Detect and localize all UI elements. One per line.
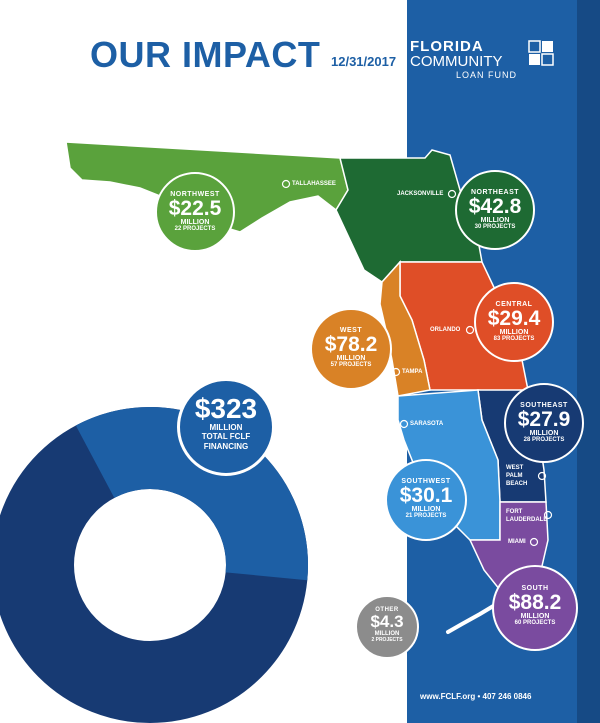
region-projects: 22 PROJECTS bbox=[174, 226, 216, 232]
city-dot-west-palm-beach bbox=[537, 471, 547, 481]
region-unit: MILLION bbox=[374, 631, 400, 637]
city-label-tampa: TAMPA bbox=[402, 369, 423, 375]
region-amount: $22.5 bbox=[168, 197, 222, 220]
projects-unit: MILLION bbox=[138, 578, 172, 587]
region-name: CENTRAL bbox=[495, 301, 533, 308]
region-projects: 57 PROJECTS bbox=[330, 362, 372, 368]
donut-arc-fclf bbox=[0, 407, 308, 723]
fclf-label-2: FINANCING bbox=[203, 442, 249, 451]
region-badge-southwest: SOUTHWEST $30.1 MILLION 21 PROJECTS bbox=[385, 459, 467, 541]
region-name: WEST bbox=[339, 327, 363, 334]
fclf-amount: $323 bbox=[194, 393, 258, 424]
region-badge-northwest: NORTHWEST $22.5 MILLION 22 PROJECTS bbox=[155, 172, 235, 252]
region-amount: $27.9 bbox=[517, 408, 571, 431]
region-badge-west: WEST $78.2 MILLION 57 PROJECTS bbox=[310, 308, 392, 390]
city-dot-miami bbox=[529, 537, 539, 547]
region-amount: $88.2 bbox=[508, 591, 562, 614]
region-projects: 83 PROJECTS bbox=[493, 336, 535, 342]
region-badge-central: CENTRAL $29.4 MILLION 83 PROJECTS bbox=[474, 282, 554, 362]
region-amount: $29.4 bbox=[487, 307, 541, 330]
fclf-unit: MILLION bbox=[209, 423, 243, 432]
city-dot-tallahassee bbox=[281, 179, 291, 189]
logo-line-2: COMMUNITY bbox=[410, 53, 503, 70]
city-label-tallahassee: TALLAHASSEE bbox=[292, 181, 336, 187]
region-unit: MILLION bbox=[336, 355, 366, 362]
region-amount: $42.8 bbox=[468, 195, 522, 218]
fclf-financing-badge: $323 MILLION TOTAL FCLF FINANCING bbox=[177, 378, 275, 476]
region-projects: 21 PROJECTS bbox=[405, 513, 447, 519]
region-badge-southeast: SOUTHEAST $27.9 MILLION 28 PROJECTS bbox=[504, 383, 584, 463]
report-date: 12/31/2017 bbox=[331, 54, 397, 69]
projects-label-1: INTO PROJECTS bbox=[122, 528, 188, 537]
city-label-west-palm-beach: WEST PALM BEACH bbox=[506, 465, 528, 487]
logo-line-1: FLORIDA bbox=[410, 38, 484, 55]
city-label-orlando: ORLANDO bbox=[430, 327, 461, 333]
grid-square-logo-icon bbox=[528, 40, 554, 66]
city-label-sarasota: SARASOTA bbox=[410, 421, 444, 427]
region-projects: 30 PROJECTS bbox=[474, 224, 516, 230]
region-west-shape bbox=[379, 260, 431, 397]
projects-label-2: TOTALING bbox=[134, 538, 176, 547]
city-label-fort-lauderdale: FORT LAUDERDALE bbox=[506, 509, 548, 523]
region-name: SOUTH bbox=[521, 585, 549, 592]
region-unit: MILLION bbox=[411, 506, 441, 513]
financing-donut-chart bbox=[0, 407, 308, 723]
city-dot-orlando bbox=[465, 325, 475, 335]
region-name: SOUTHWEST bbox=[401, 478, 451, 485]
projects-amount: $942 bbox=[123, 547, 187, 578]
region-amount: $4.3 bbox=[370, 612, 404, 631]
region-badge-other: OTHER $4.3 MILLION 2 PROJECTS bbox=[355, 595, 419, 659]
region-unit: MILLION bbox=[499, 329, 529, 336]
region-unit: MILLION bbox=[180, 219, 210, 226]
region-unit: MILLION bbox=[520, 613, 550, 620]
city-dot-sarasota bbox=[399, 419, 409, 429]
logo-line-3: LOAN FUND bbox=[456, 70, 518, 80]
region-projects: 60 PROJECTS bbox=[514, 620, 556, 626]
region-projects: 28 PROJECTS bbox=[523, 437, 565, 443]
page-title: OUR IMPACT bbox=[90, 34, 321, 75]
region-amount: $30.1 bbox=[399, 484, 453, 507]
florida-keys-shape bbox=[446, 600, 502, 634]
fclf-logo: FLORIDA COMMUNITY LOAN FUND bbox=[410, 38, 580, 88]
region-badge-northeast: NORTHEAST $42.8 MILLION 30 PROJECTS bbox=[455, 170, 535, 250]
region-badge-south: SOUTH $88.2 MILLION 60 PROJECTS bbox=[492, 565, 578, 651]
footer-contact: www.FCLF.org • 407 246 0846 bbox=[420, 692, 532, 701]
region-amount: $78.2 bbox=[324, 333, 378, 356]
region-name: NORTHWEST bbox=[170, 191, 220, 198]
city-dot-tampa bbox=[391, 367, 401, 377]
projects-total-label: INTO PROJECTS TOTALING $942 MILLION bbox=[95, 528, 215, 587]
region-projects: 2 PROJECTS bbox=[371, 637, 403, 643]
region-name: NORTHEAST bbox=[470, 189, 520, 196]
region-name: SOUTHEAST bbox=[520, 402, 568, 409]
brand-stripe-edge bbox=[577, 0, 600, 723]
city-label-miami: MIAMI bbox=[508, 539, 526, 545]
region-unit: MILLION bbox=[480, 217, 510, 224]
region-name: OTHER bbox=[375, 607, 399, 613]
region-unit: MILLION bbox=[529, 430, 559, 437]
city-dot-jacksonville bbox=[447, 189, 457, 199]
city-dot-fort-lauderdale bbox=[543, 510, 553, 520]
city-label-jacksonville: JACKSONVILLE bbox=[397, 191, 444, 197]
fclf-label-1: TOTAL FCLF bbox=[201, 432, 251, 441]
